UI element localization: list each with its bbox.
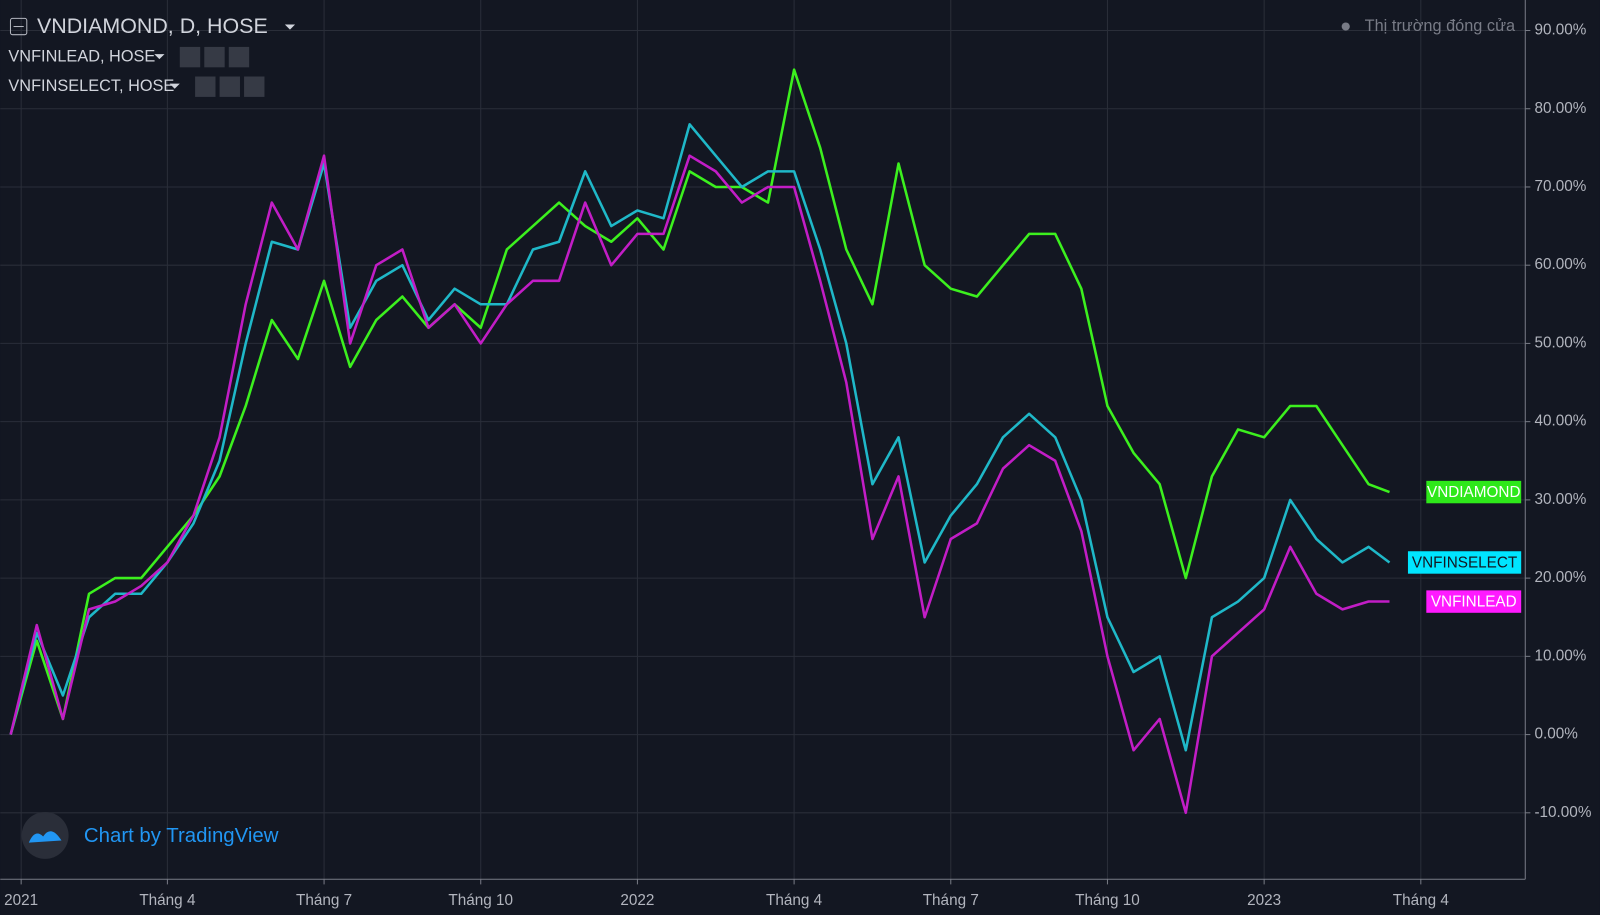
- y-tick-label: 10.00%: [1534, 647, 1586, 664]
- axes: 90.00% 80.00% 70.00% 60.00% 50.00% 40.00% 30.0…: [4, 22, 1592, 909]
- y-tick-label: 0.00%: [1534, 726, 1578, 743]
- market-status: Thị trường đóng cửa: [1365, 17, 1516, 35]
- dropdown-arrow[interactable]: [169, 83, 180, 89]
- y-tick-label: -10.00%: [1534, 804, 1591, 821]
- y-tick-label: 50.00%: [1534, 334, 1586, 351]
- dropdown-arrow[interactable]: [154, 54, 165, 60]
- x-tick-label: Tháng 10: [1075, 892, 1140, 909]
- lines: [9, 68, 1391, 815]
- settings-button[interactable]: [219, 76, 240, 97]
- x-tick-label: Tháng 4: [1393, 892, 1450, 909]
- legend-item: VNFINLEAD, HOSE: [8, 47, 155, 65]
- x-tick-label: 2022: [620, 892, 654, 909]
- last-value-badge: [1426, 590, 1522, 613]
- legend-item: VNFINSELECT, HOSE: [8, 77, 174, 95]
- watermark[interactable]: Chart by TradingView: [84, 825, 279, 847]
- x-tick-label: Tháng 10: [448, 892, 513, 909]
- settings-button[interactable]: [204, 46, 225, 68]
- y-tick-label: 80.00%: [1534, 100, 1586, 117]
- y-tick-label: 30.00%: [1534, 491, 1586, 508]
- x-tick-label: Tháng 4: [766, 892, 823, 909]
- legend-buttons: [179, 46, 250, 68]
- close-button[interactable]: [228, 46, 250, 68]
- y-tick-label: 70.00%: [1534, 178, 1586, 195]
- grid: [0, 0, 1526, 880]
- series-label: VNDIAMOND: [1427, 484, 1520, 501]
- x-tick-label: 2023: [1247, 892, 1281, 909]
- series-line: [9, 123, 1391, 752]
- logo-cloud: [28, 831, 62, 843]
- collapse-icon[interactable]: [9, 17, 28, 36]
- main-title: VNDIAMOND, D, HOSE: [37, 14, 268, 38]
- series-line: [9, 154, 1390, 815]
- y-tick-label: 40.00%: [1534, 413, 1586, 430]
- last-value-badge: [1407, 551, 1522, 574]
- series-label: VNFINSELECT: [1412, 555, 1517, 572]
- y-tick-label: 90.00%: [1534, 22, 1586, 39]
- x-tick-label: Tháng 7: [296, 892, 352, 909]
- eye-button[interactable]: [179, 46, 201, 68]
- dropdown-arrow[interactable]: [284, 24, 296, 30]
- y-tick-label: 60.00%: [1534, 256, 1586, 273]
- series-label: VNFINLEAD: [1431, 594, 1517, 611]
- last-value-badge: [1426, 480, 1522, 504]
- x-tick-label: Tháng 4: [139, 892, 196, 909]
- legend-buttons: [195, 76, 265, 97]
- status-dot: [1341, 22, 1350, 31]
- series-line: [9, 68, 1390, 735]
- x-tick-label: Tháng 7: [923, 892, 979, 909]
- close-button[interactable]: [244, 76, 265, 97]
- eye-button[interactable]: [195, 76, 216, 97]
- x-tick-label: 2021: [4, 892, 38, 909]
- y-tick-label: 20.00%: [1534, 569, 1586, 586]
